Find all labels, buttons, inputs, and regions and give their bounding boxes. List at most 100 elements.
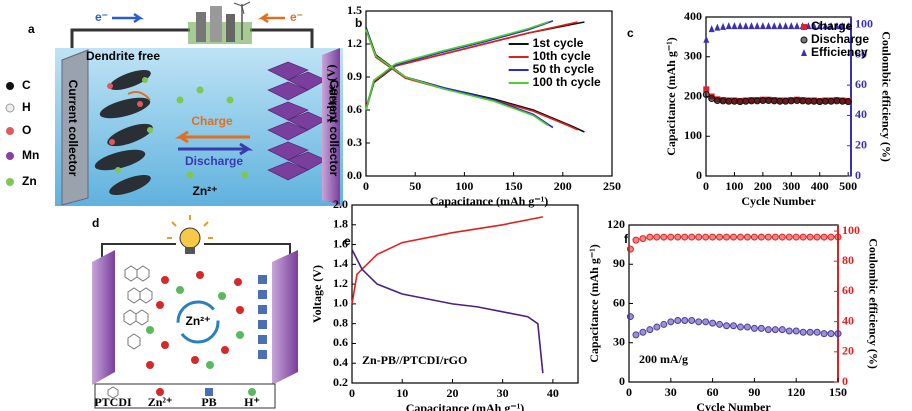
series-line bbox=[351, 249, 544, 374]
y-tick-label: 2.0 bbox=[333, 197, 348, 211]
legend-label: 100 th cycle bbox=[533, 75, 601, 89]
marker bbox=[723, 322, 731, 330]
marker bbox=[632, 331, 640, 339]
marker bbox=[759, 22, 766, 30]
legend-label: 10th cycle bbox=[533, 49, 591, 63]
atom-legend: C H O Mn Zn bbox=[5, 78, 39, 188]
marker bbox=[730, 97, 738, 105]
y2-tick-label: 20 bbox=[855, 137, 867, 151]
marker bbox=[714, 23, 721, 31]
x-tick-label: 90 bbox=[748, 385, 760, 399]
y-tick-label: 400 bbox=[684, 9, 702, 23]
arrow bbox=[257, 12, 285, 24]
y-tick-label: 0.6 bbox=[333, 335, 348, 349]
legend-icon bbox=[156, 388, 164, 396]
marker bbox=[716, 233, 724, 241]
y-tick-label: 1.4 bbox=[333, 256, 348, 270]
marker bbox=[822, 22, 829, 30]
bulb-icon bbox=[167, 215, 213, 254]
x-tick-label: 50 bbox=[409, 179, 421, 193]
marker bbox=[765, 22, 772, 30]
marker bbox=[771, 233, 779, 241]
y2-tick-label: 0 bbox=[842, 374, 848, 388]
y-tick-label: 1.6 bbox=[333, 236, 348, 250]
legend-label: PTCDI bbox=[94, 395, 132, 409]
marker bbox=[725, 22, 732, 30]
marker bbox=[747, 97, 755, 105]
y-tick-label: 1.2 bbox=[347, 36, 362, 50]
x-tick-label: 500 bbox=[839, 179, 857, 193]
crystal-structure bbox=[267, 61, 327, 181]
electron-label: e⁻ bbox=[290, 10, 303, 24]
y-axis-title: Capacitance (mAh g⁻¹) bbox=[664, 37, 678, 156]
marker bbox=[695, 318, 703, 326]
x-tick-label: 150 bbox=[829, 385, 847, 399]
marker bbox=[816, 22, 823, 30]
marker bbox=[770, 97, 778, 105]
ion-label: Zn²⁺ bbox=[193, 184, 218, 198]
marker bbox=[834, 233, 842, 241]
y-tick-label: 1.8 bbox=[333, 217, 348, 231]
marker bbox=[771, 326, 779, 334]
marker bbox=[681, 317, 689, 325]
marker bbox=[667, 318, 675, 326]
marker bbox=[688, 233, 696, 241]
collector-label: Current collector bbox=[327, 80, 341, 177]
ions bbox=[146, 271, 244, 369]
marker bbox=[813, 328, 821, 336]
x-tick-label: 100 bbox=[725, 179, 743, 193]
marker bbox=[742, 97, 750, 105]
marker bbox=[833, 22, 840, 30]
ptcdi-structures bbox=[123, 265, 153, 350]
marker bbox=[626, 313, 634, 321]
y2-tick-label: 100 bbox=[855, 16, 873, 30]
marker bbox=[639, 235, 647, 243]
y-tick-label: 100 bbox=[684, 128, 702, 142]
marker bbox=[785, 233, 793, 241]
marker bbox=[787, 97, 795, 105]
marker bbox=[778, 233, 786, 241]
x-tick-label: 120 bbox=[787, 385, 805, 399]
marker bbox=[695, 233, 703, 241]
ion-cycle bbox=[176, 300, 220, 344]
marker bbox=[757, 233, 765, 241]
x-tick-label: 0 bbox=[703, 179, 709, 193]
marker bbox=[833, 97, 841, 105]
x-tick-label: 40 bbox=[547, 386, 559, 400]
x-tick-label: 400 bbox=[811, 179, 829, 193]
marker bbox=[806, 328, 814, 336]
series-line bbox=[365, 21, 549, 127]
legend-label: Charge bbox=[811, 19, 853, 33]
y-tick-label: 200 bbox=[684, 88, 702, 102]
marker bbox=[828, 22, 835, 30]
x-tick-label: 100 bbox=[455, 179, 473, 193]
marker bbox=[731, 22, 738, 30]
marker bbox=[639, 328, 647, 336]
marker bbox=[702, 91, 710, 99]
marker bbox=[667, 233, 675, 241]
marker bbox=[736, 233, 744, 241]
legend-label: Efficiency bbox=[811, 45, 868, 59]
marker bbox=[827, 233, 835, 241]
marker bbox=[811, 22, 818, 30]
panel-label: b bbox=[355, 16, 362, 30]
marker bbox=[646, 233, 654, 241]
marker bbox=[845, 22, 852, 30]
dendrite-label: Dendrite free bbox=[86, 49, 160, 63]
y2-tick-label: 80 bbox=[842, 253, 854, 267]
legend-icon bbox=[248, 388, 256, 396]
marker bbox=[827, 330, 835, 338]
x-axis-title: Cycle Number bbox=[741, 194, 816, 208]
marker bbox=[646, 326, 654, 334]
marker bbox=[688, 317, 696, 325]
marker bbox=[827, 97, 835, 105]
collector-plate bbox=[322, 48, 340, 205]
marker bbox=[713, 96, 721, 104]
y-tick-label: 0 bbox=[619, 374, 625, 388]
x-axis-title: Cycle Number bbox=[696, 400, 771, 411]
marker bbox=[834, 330, 842, 338]
x-tick-label: 200 bbox=[554, 179, 572, 193]
marker bbox=[716, 320, 724, 328]
marker bbox=[743, 323, 751, 331]
